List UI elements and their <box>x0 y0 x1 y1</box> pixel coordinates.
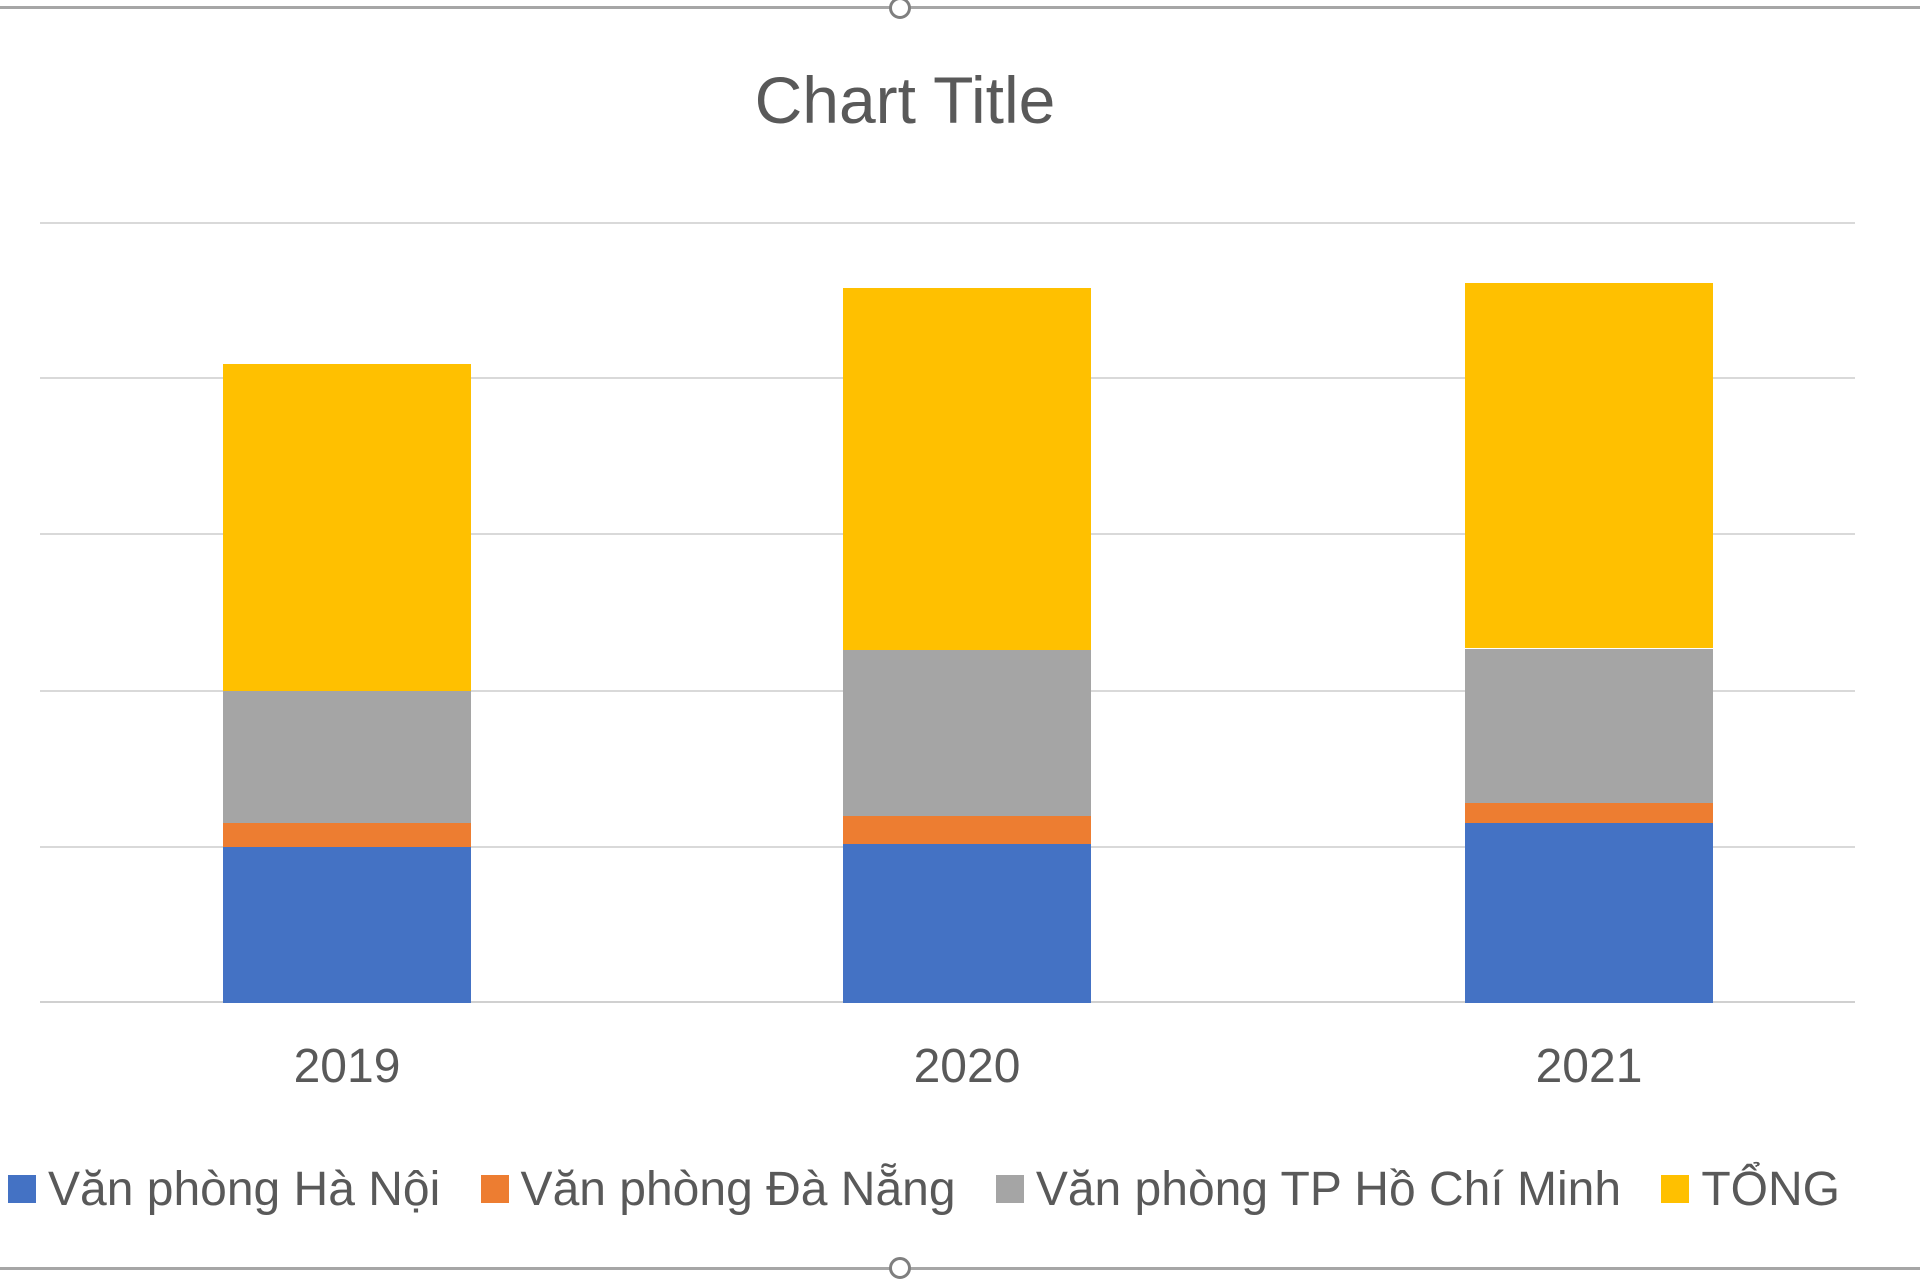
selection-border-bottom <box>0 1267 1920 1270</box>
bar-segment[interactable] <box>1465 648 1713 804</box>
bar-segment[interactable] <box>1465 282 1713 649</box>
chart-title[interactable]: Chart Title <box>754 63 1056 137</box>
legend-marker <box>480 1175 509 1203</box>
bar-segment[interactable] <box>843 815 1091 844</box>
legend-item[interactable]: Văn phòng Hà Nội <box>8 1162 440 1217</box>
legend-item[interactable]: Văn phòng TP Hồ Chí Minh <box>995 1162 1622 1217</box>
selection-handle-bottom[interactable] <box>889 1257 911 1279</box>
legend-item[interactable]: Văn phòng Đà Nẵng <box>480 1162 956 1217</box>
selection-handle-top[interactable] <box>889 0 911 19</box>
plot-area <box>40 222 1855 1003</box>
legend-label: TỔNG <box>1701 1162 1840 1216</box>
legend-marker <box>995 1175 1024 1203</box>
legend-label: Văn phòng TP Hồ Chí Minh <box>1035 1162 1622 1216</box>
bar-segment[interactable] <box>223 364 471 691</box>
category-axis[interactable]: 2019 2020 2021 <box>0 1038 1920 1096</box>
bar-segment[interactable] <box>843 287 1091 650</box>
bar-segment[interactable] <box>843 843 1091 1003</box>
bar-segment[interactable] <box>223 846 471 1003</box>
legend[interactable]: Văn phòng Hà Nội Văn phòng Đà Nẵng Văn phò… <box>8 1156 1840 1222</box>
legend-label: Văn phòng Hà Nội <box>48 1162 441 1216</box>
bar-segment[interactable] <box>223 690 471 824</box>
selection-border-top <box>0 6 1920 9</box>
legend-marker <box>8 1175 36 1203</box>
gridline <box>40 222 1855 224</box>
legend-marker <box>1661 1175 1690 1203</box>
bar-segment[interactable] <box>843 650 1091 816</box>
category-label[interactable]: 2019 <box>293 1040 401 1093</box>
category-label[interactable]: 2020 <box>913 1040 1021 1093</box>
bar-segment[interactable] <box>1465 823 1713 1003</box>
category-label[interactable]: 2021 <box>1535 1040 1643 1093</box>
legend-label: Văn phòng Đà Nẵng <box>520 1162 956 1216</box>
bar-segment[interactable] <box>223 823 471 847</box>
legend-item[interactable]: TỔNG <box>1661 1162 1840 1217</box>
bar-segment[interactable] <box>1465 803 1713 824</box>
